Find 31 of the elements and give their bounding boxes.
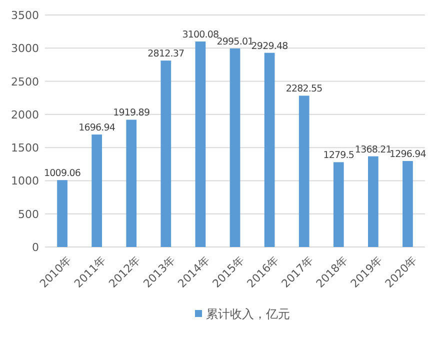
- y-tick-label: 1500: [11, 142, 39, 155]
- data-label: 3100.08: [182, 30, 220, 41]
- data-label: 1296.94: [389, 149, 426, 160]
- y-tick-label: 1000: [11, 174, 39, 188]
- bar: [57, 180, 68, 247]
- bar: [195, 42, 206, 247]
- bar: [92, 134, 102, 247]
- data-label: 1279.5: [323, 150, 354, 162]
- data-label: 2282.55: [286, 84, 323, 95]
- legend-label: 累计收入，亿元: [206, 307, 290, 321]
- data-label: 2995.01: [216, 36, 254, 48]
- bar: [402, 161, 413, 247]
- y-tick-label: 2500: [11, 75, 39, 88]
- y-tick-label: 500: [18, 208, 39, 221]
- data-label: 1368.21: [354, 144, 392, 156]
- bar: [160, 60, 172, 247]
- data-label: 2929.48: [251, 40, 288, 52]
- y-tick-label: 2000: [11, 108, 39, 122]
- y-tick-label: 0: [32, 241, 39, 254]
- bar: [298, 96, 310, 247]
- data-label: 1696.94: [78, 122, 116, 134]
- bar: [264, 52, 275, 247]
- bar: [368, 156, 378, 247]
- y-tick-label: 3500: [11, 9, 39, 22]
- bar: [333, 162, 344, 247]
- bar: [126, 120, 137, 247]
- data-label: 2812.37: [148, 48, 184, 60]
- data-label: 1919.89: [113, 108, 150, 119]
- bar: [230, 48, 240, 247]
- y-tick-label: 3000: [11, 42, 39, 56]
- data-label: 1009.06: [44, 168, 81, 180]
